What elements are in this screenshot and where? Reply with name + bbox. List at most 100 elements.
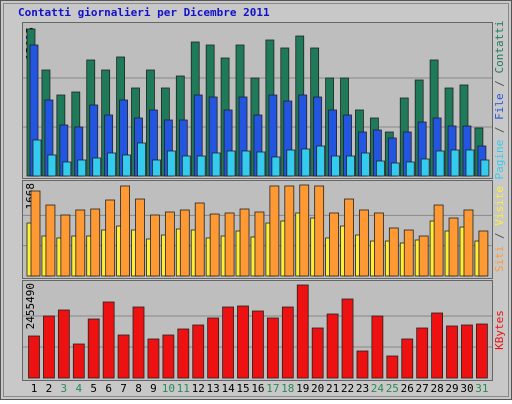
bar (356, 350, 369, 379)
x-tick-label: 25 (386, 382, 399, 395)
x-tick-label: 7 (120, 382, 127, 395)
legend-entry: KBytes (493, 310, 506, 350)
bar (117, 334, 130, 379)
bar (192, 324, 205, 379)
bar (239, 208, 250, 277)
bar (196, 155, 206, 177)
x-tick-label: 18 (281, 382, 294, 395)
bar (77, 159, 87, 177)
bar (359, 209, 369, 277)
bar (311, 327, 324, 379)
bar (152, 159, 161, 177)
legend-separator: / (493, 120, 506, 140)
x-tick-label: 11 (177, 382, 190, 395)
x-tick-label: 26 (401, 382, 414, 395)
bar (314, 185, 325, 277)
bar (344, 198, 354, 277)
bar (329, 212, 340, 277)
bar (32, 139, 42, 177)
bar (57, 309, 70, 379)
bar (286, 149, 296, 177)
bar (284, 185, 295, 277)
bar (301, 148, 311, 177)
bar (179, 209, 190, 277)
bar (120, 185, 130, 277)
bar (122, 154, 131, 177)
bar (361, 152, 370, 177)
legend-entry: Visite (493, 186, 506, 226)
x-tick-label: 13 (207, 382, 220, 395)
bar (386, 355, 399, 379)
bar (60, 214, 71, 277)
bar (254, 211, 265, 277)
bar (346, 155, 355, 177)
bar (433, 204, 444, 277)
bar (47, 154, 57, 177)
legend: Pagine / File / Contatti (493, 21, 506, 180)
bar (296, 284, 309, 379)
x-tick-label: 21 (326, 382, 339, 395)
x-tick-label: 22 (341, 382, 354, 395)
bar (43, 315, 55, 379)
bar (45, 204, 56, 277)
x-tick-label: 5 (90, 382, 97, 395)
bar (465, 149, 475, 177)
bar (226, 150, 236, 177)
bar (87, 318, 100, 379)
bar (207, 317, 220, 379)
x-tick-label: 31 (475, 382, 488, 395)
x-tick-label: 19 (296, 382, 309, 395)
x-tick-label: 24 (371, 382, 385, 395)
x-tick-label: 28 (430, 382, 443, 395)
legend: Siti / Visite (493, 186, 506, 272)
bar (181, 155, 191, 177)
x-tick-label: 14 (221, 382, 235, 395)
bar (211, 152, 221, 177)
bar (164, 211, 175, 277)
bar (326, 313, 339, 379)
bar (162, 334, 175, 379)
bar (281, 306, 294, 379)
bar (341, 298, 354, 379)
x-tick-label: 4 (75, 382, 82, 395)
bar (316, 145, 326, 177)
x-tick-label: 10 (162, 382, 175, 395)
bar (435, 150, 445, 177)
legend-entry: File (493, 93, 506, 120)
x-tick-label: 30 (460, 382, 473, 395)
legend-separator: / (493, 226, 506, 246)
x-tick-label: 8 (135, 382, 142, 395)
bar (241, 150, 251, 177)
bar (299, 184, 310, 277)
x-tick-label: 29 (445, 382, 458, 395)
bar (463, 209, 474, 277)
x-tick-label: 12 (192, 382, 205, 395)
bar (105, 199, 116, 277)
bar (135, 198, 145, 277)
bar (448, 217, 459, 277)
bar (28, 335, 40, 379)
bar (446, 325, 458, 379)
x-tick-label: 27 (416, 382, 429, 395)
bar (420, 158, 430, 177)
bar (30, 190, 41, 277)
bar (269, 185, 280, 277)
bar (401, 338, 414, 379)
bar (405, 161, 415, 177)
bar (62, 161, 72, 177)
bar (431, 312, 444, 379)
chart-title: Contatti giornalieri per Dicembre 2011 (18, 6, 270, 19)
bar (194, 202, 205, 277)
bar (480, 159, 490, 177)
x-tick-label: 15 (236, 382, 249, 395)
inner-frame (3, 3, 509, 397)
x-tick-label: 16 (251, 382, 264, 395)
legend-entry: Pagine (493, 140, 506, 180)
bar (75, 209, 86, 277)
bar (150, 214, 160, 277)
bar (224, 212, 235, 277)
bar (418, 235, 429, 277)
bar (450, 149, 460, 177)
bar (461, 324, 473, 379)
